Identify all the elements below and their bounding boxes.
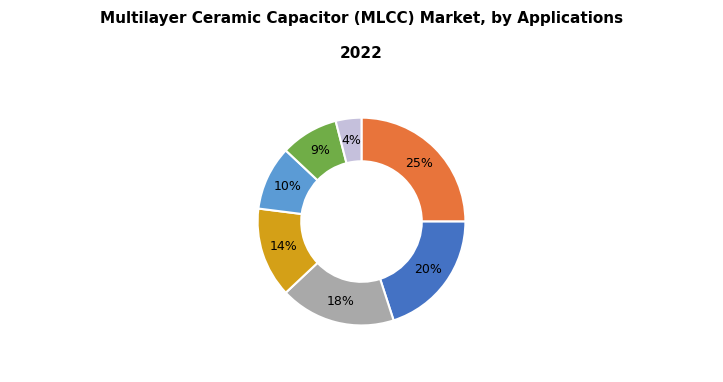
- Text: 14%: 14%: [270, 240, 297, 253]
- Wedge shape: [257, 209, 317, 293]
- Text: 25%: 25%: [406, 157, 434, 170]
- Wedge shape: [258, 151, 317, 214]
- Text: 9%: 9%: [309, 144, 330, 157]
- Text: 20%: 20%: [414, 263, 442, 276]
- Wedge shape: [286, 263, 393, 325]
- Text: 4%: 4%: [341, 134, 362, 147]
- Text: Multilayer Ceramic Capacitor (MLCC) Market, by Applications: Multilayer Ceramic Capacitor (MLCC) Mark…: [100, 11, 623, 26]
- Text: 10%: 10%: [273, 180, 301, 193]
- Wedge shape: [286, 121, 346, 180]
- Wedge shape: [335, 118, 362, 163]
- Wedge shape: [380, 222, 466, 320]
- Text: 18%: 18%: [327, 295, 355, 308]
- Wedge shape: [362, 118, 466, 222]
- Text: 2022: 2022: [340, 46, 383, 61]
